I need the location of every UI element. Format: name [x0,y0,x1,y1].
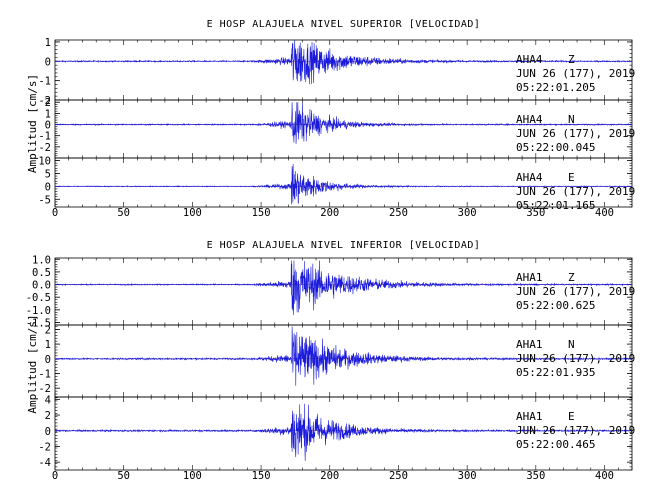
x-tick-label: 100 [183,470,202,482]
y-tick-label: -5 [38,194,51,206]
record-time: 05:22:00.625 [516,299,595,312]
y-tick-label: 0 [45,354,51,366]
y-tick-label: 1.0 [32,254,51,266]
y-tick-label: 2 [45,410,51,422]
chart-group-1: E HOSP ALAJUELA NIVEL SUPERIOR [VELOCIDA… [26,19,635,219]
x-tick-label: 0 [52,207,58,219]
y-tick-label: 10 [38,156,51,168]
chart-group-2: E HOSP ALAJUELA NIVEL INFERIOR [VELOCIDA… [26,240,636,482]
y-tick-label: -1.0 [26,305,51,317]
y-tick-label: 2 [45,97,51,109]
y-tick-label: -1 [38,76,51,88]
x-tick-label: 150 [252,470,271,482]
x-tick-label: 300 [458,470,477,482]
y-tick-label: -1.5 [26,317,51,329]
x-tick-label: 0 [52,470,58,482]
waveform-trace [54,403,633,461]
x-tick-label: 350 [526,470,545,482]
y-tick-label: -1 [38,131,51,143]
component-code: N [568,338,575,351]
x-tick-label: 200 [320,470,339,482]
record-date: JUN 26 (177), 2019 [516,352,635,365]
record-date: JUN 26 (177), 2019 [516,67,635,80]
y-tick-label: 0.5 [32,267,51,279]
y-tick-label: 2 [45,324,51,336]
y-tick-label: 0 [45,181,51,193]
station-label: AHA1 Z [516,271,575,284]
record-time: 05:22:00.045 [516,141,595,154]
component-code: E [568,410,575,423]
chart-title: E HOSP ALAJUELA NIVEL SUPERIOR [VELOCIDA… [207,19,481,30]
record-date: JUN 26 (177), 2019 [516,285,635,298]
x-tick-label: 50 [117,207,130,219]
chart-title: E HOSP ALAJUELA NIVEL INFERIOR [VELOCIDA… [207,240,481,251]
y-axis-label: Amplitud [cm/s] [26,314,39,413]
station-label: AHA1 N [516,338,575,351]
y-tick-label: -1 [38,368,51,380]
station-code: AHA4 [516,53,543,66]
station-code: AHA1 [516,271,543,284]
component-code: N [568,113,575,126]
x-tick-label: 300 [458,207,477,219]
y-tick-label: -2 [38,441,51,453]
y-tick-label: 0 [45,120,51,132]
y-tick-label: 0 [45,56,51,68]
y-tick-label: 0.0 [32,280,51,292]
station-code: AHA4 [516,113,543,126]
y-tick-label: -2 [38,142,51,154]
x-tick-label: 100 [183,207,202,219]
waveform-trace [54,39,633,85]
y-tick-label: 0 [45,426,51,438]
y-tick-label: -4 [38,457,51,469]
record-date: JUN 26 (177), 2019 [516,185,635,198]
waveform-trace [54,326,633,386]
x-tick-label: 350 [526,207,545,219]
waveform-trace [54,102,633,144]
record-date: JUN 26 (177), 2019 [516,424,635,437]
y-tick-label: -2 [38,383,51,395]
x-tick-label: 400 [595,470,614,482]
waveform-trace [54,163,633,205]
station-label: AHA4 Z [516,53,575,66]
station-code: AHA1 [516,338,543,351]
x-tick-label: 400 [595,207,614,219]
waveform-trace [54,260,632,316]
y-tick-label: 1 [45,339,51,351]
y-axis-label: Amplitud [cm/s] [26,74,39,173]
component-code: E [568,171,575,184]
component-code: Z [568,53,575,66]
x-tick-label: 50 [117,470,130,482]
station-code: AHA4 [516,171,543,184]
x-tick-label: 150 [252,207,271,219]
record-time: 05:22:00.465 [516,438,595,451]
record-time: 05:22:01.935 [516,366,595,379]
x-tick-label: 250 [389,470,408,482]
record-time: 05:22:01.165 [516,199,595,212]
x-tick-label: 200 [320,207,339,219]
station-label: AHA4 N [516,113,575,126]
y-tick-label: -2 [38,95,51,107]
station-label: AHA1 E [516,410,575,423]
y-tick-label: 1 [45,108,51,120]
station-code: AHA1 [516,410,543,423]
record-time: 05:22:01.205 [516,81,595,94]
y-tick-label: 1 [45,37,51,49]
y-tick-label: 4 [45,394,51,406]
record-date: JUN 26 (177), 2019 [516,127,635,140]
x-tick-label: 250 [389,207,408,219]
station-label: AHA4 E [516,171,575,184]
component-code: Z [568,271,575,284]
y-tick-label: -0.5 [26,292,51,304]
y-tick-label: 5 [45,168,51,180]
